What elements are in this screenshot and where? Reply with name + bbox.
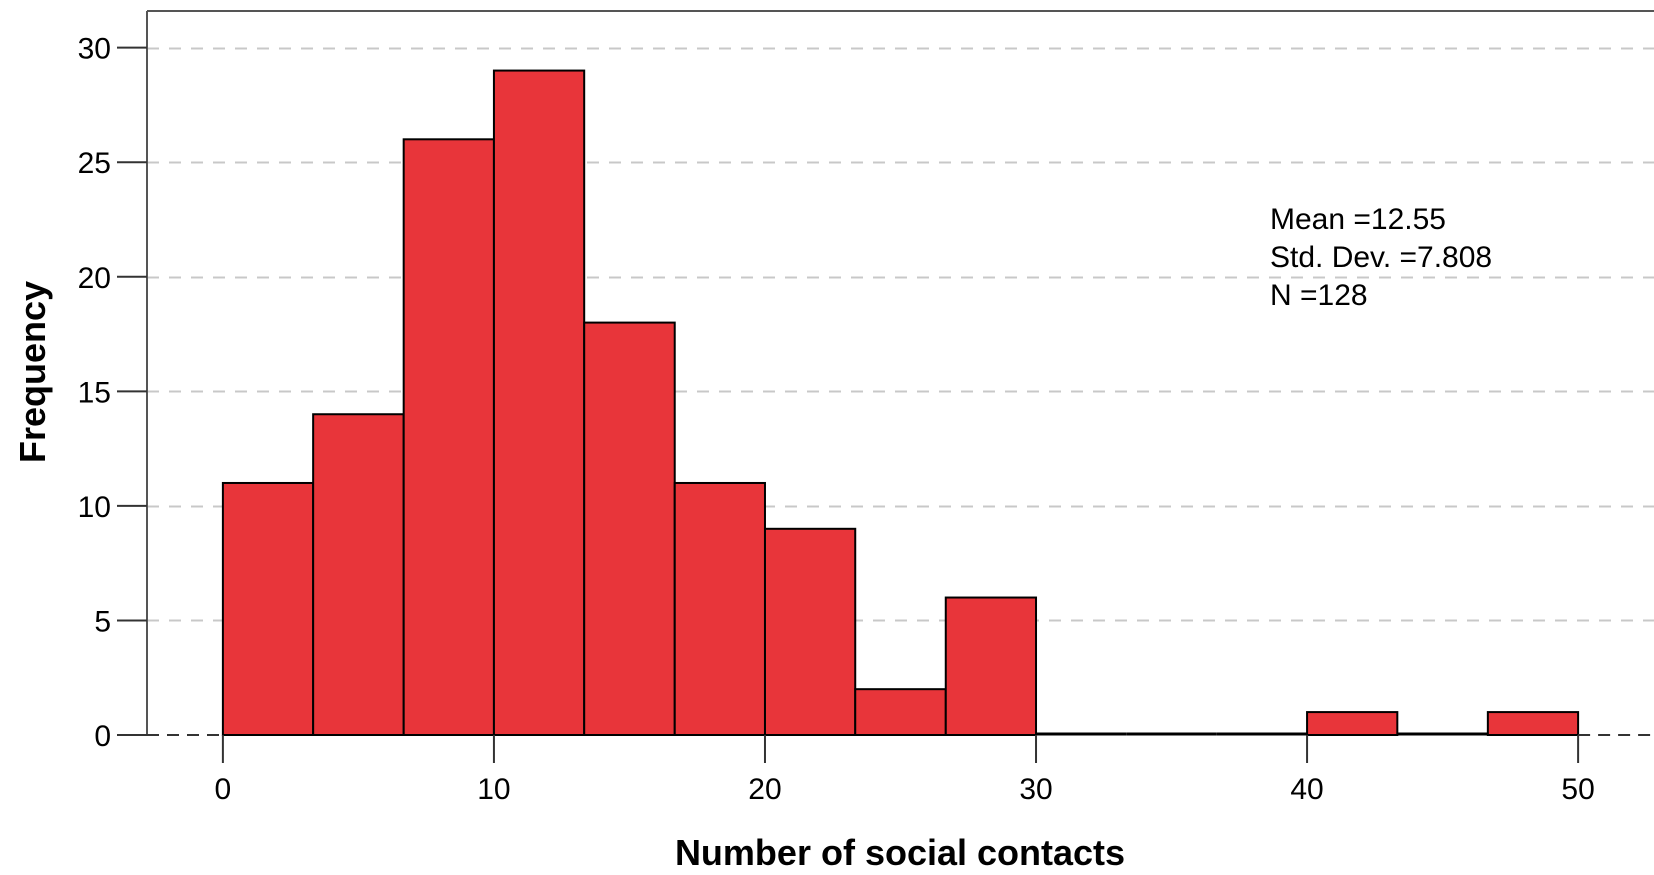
y-tick-label: 0 (94, 720, 111, 753)
x-tick-label: 10 (477, 773, 510, 806)
stats-mean: Mean =12.55 (1270, 203, 1446, 236)
y-tick-label: 5 (94, 605, 111, 638)
histogram-bar (312, 413, 405, 736)
y-tick-label: 20 (78, 262, 111, 295)
histogram-bar (854, 688, 947, 736)
stats-n: N =128 (1270, 279, 1368, 312)
histogram-bar (763, 527, 857, 737)
tick-labels: 0 5 10 15 20 25 30 0 10 20 30 40 50 (78, 33, 1595, 806)
y-tick-label: 30 (78, 33, 111, 66)
histogram-bars (221, 69, 1580, 737)
y-tick-label: 15 (78, 376, 111, 409)
histogram-bar (402, 138, 495, 737)
histogram-bar (1306, 711, 1399, 737)
histogram-bar (673, 481, 766, 736)
stats-std-dev: Std. Dev. =7.808 (1270, 241, 1492, 274)
histogram-bar (492, 69, 586, 736)
histogram-bar (1486, 711, 1580, 737)
x-tick-label: 30 (1019, 773, 1052, 806)
y-axis-title: Frequency (12, 281, 53, 463)
y-tick-label: 25 (78, 147, 111, 180)
axes (146, 10, 1654, 736)
x-axis-title: Number of social contacts (675, 832, 1125, 873)
histogram-bar (583, 321, 676, 736)
statistics-box: Mean =12.55 Std. Dev. =7.808 N =128 (1270, 203, 1492, 312)
x-tick-label: 40 (1290, 773, 1323, 806)
y-tick-label: 10 (78, 491, 111, 524)
x-tick-label: 20 (748, 773, 781, 806)
histogram-bar (221, 481, 315, 736)
x-tick-label: 0 (215, 773, 232, 806)
x-tick-label: 50 (1561, 773, 1594, 806)
histogram-bar (944, 596, 1038, 736)
